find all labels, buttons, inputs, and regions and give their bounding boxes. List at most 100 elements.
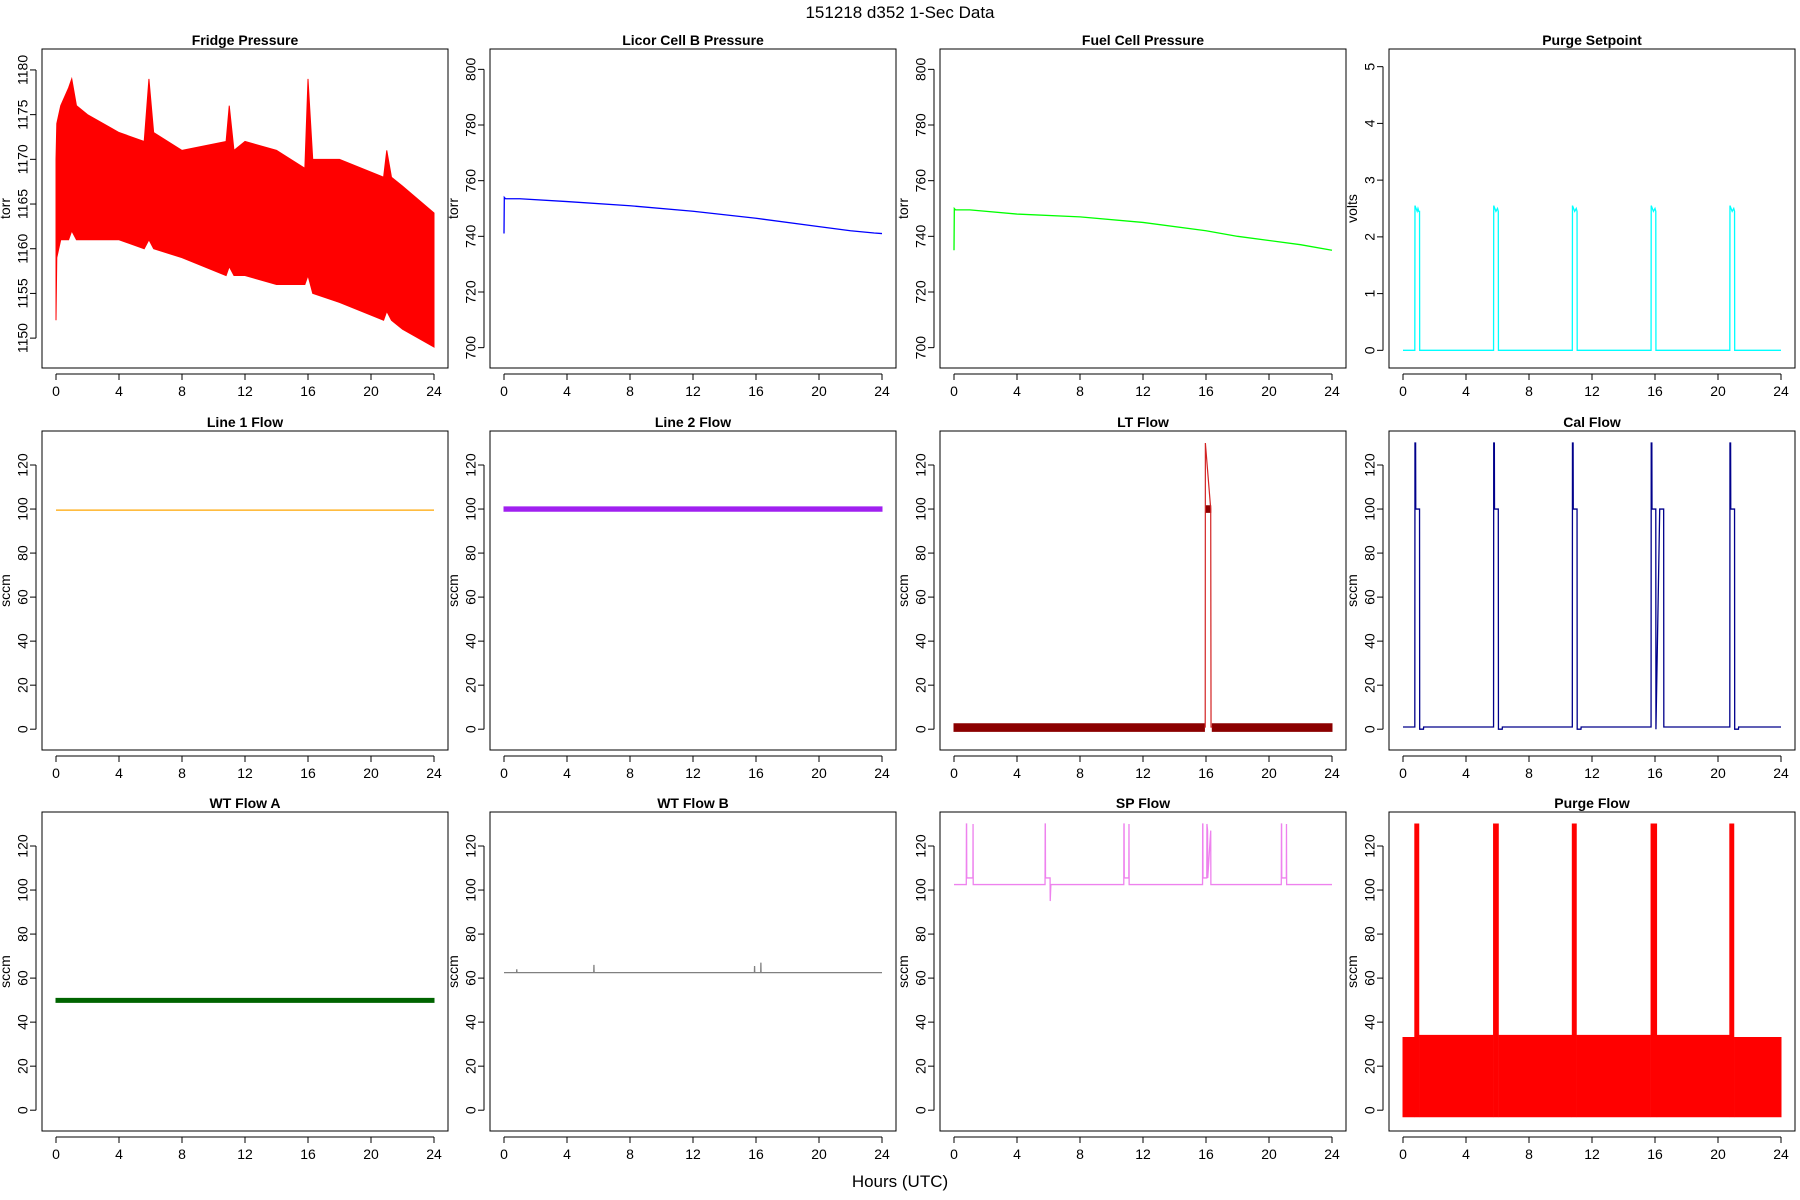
y-tick-label: 40: [1362, 633, 1378, 649]
series-band: [503, 506, 883, 512]
plot-frame: [489, 430, 897, 751]
panel-title: SP Flow: [1116, 795, 1170, 811]
x-tick-label: 8: [626, 1146, 634, 1162]
y-tick-label: 0: [1362, 346, 1378, 354]
x-tick-label: 24: [426, 1146, 442, 1162]
y-tick-label: 80: [913, 545, 929, 561]
panel-title: Line 1 Flow: [207, 414, 283, 430]
series-line: [954, 823, 1332, 902]
y-axis-label: sccm: [895, 574, 911, 607]
y-tick-label: 40: [15, 633, 31, 649]
x-tick-label: 0: [950, 383, 958, 399]
y-tick-label: 120: [1362, 834, 1378, 858]
x-tick-label: 4: [115, 1146, 123, 1162]
x-tick-label: 0: [52, 383, 60, 399]
series-group: [1402, 823, 1782, 1118]
plot-frame: [939, 48, 1347, 369]
series-line: [504, 962, 882, 974]
y-tick-label: 20: [1362, 677, 1378, 693]
y-tick-label: 720: [913, 280, 929, 304]
panel-title: Purge Setpoint: [1542, 32, 1642, 48]
series-line: [1403, 442, 1781, 730]
x-tick-label: 12: [685, 383, 701, 399]
plot-frame: [1388, 811, 1796, 1132]
x-tick-label: 4: [1013, 765, 1021, 781]
y-tick-label: 20: [463, 1058, 479, 1074]
x-tick-label: 4: [1462, 1146, 1470, 1162]
spike-line: [1204, 442, 1213, 728]
y-tick-label: 120: [463, 834, 479, 858]
y-axis-label: sccm: [895, 955, 911, 988]
x-tick-label: 24: [874, 1146, 890, 1162]
x-tick-label: 24: [426, 383, 442, 399]
y-tick-label: 120: [913, 453, 929, 477]
y-tick-label: 20: [15, 1058, 31, 1074]
x-tick-label: 16: [1647, 765, 1663, 781]
y-tick-label: 40: [913, 633, 929, 649]
series-band: [55, 76, 435, 348]
panel-title: Fridge Pressure: [192, 32, 299, 48]
y-tick-label: 60: [463, 589, 479, 605]
x-tick-label: 16: [300, 383, 316, 399]
x-tick-label: 16: [748, 383, 764, 399]
y-axis-label: torr: [445, 198, 461, 219]
y-tick-label: 40: [913, 1014, 929, 1030]
x-tick-label: 8: [1076, 765, 1084, 781]
y-tick-label: 780: [913, 113, 929, 137]
series-band: [1734, 1037, 1782, 1118]
series-band: [953, 723, 1205, 732]
y-tick-label: 80: [1362, 926, 1378, 942]
series-band: [1571, 823, 1577, 1118]
series-group: [1403, 205, 1781, 351]
x-tick-label: 0: [500, 383, 508, 399]
y-tick-label: 80: [1362, 545, 1378, 561]
x-tick-label: 12: [1135, 765, 1151, 781]
y-tick-label: 120: [15, 453, 31, 477]
x-tick-label: 8: [1525, 1146, 1533, 1162]
series-band: [55, 997, 435, 1003]
y-tick-label: 60: [1362, 589, 1378, 605]
x-tick-label: 12: [237, 765, 253, 781]
y-tick-label: 740: [913, 224, 929, 248]
x-tick-label: 24: [1773, 765, 1789, 781]
x-tick-label: 4: [115, 765, 123, 781]
plot-frame: [1388, 430, 1796, 751]
y-tick-label: 740: [463, 224, 479, 248]
x-tick-label: 20: [1710, 765, 1726, 781]
series-group: [953, 206, 1333, 251]
plot-frame: [939, 811, 1347, 1132]
x-tick-label: 8: [626, 765, 634, 781]
x-tick-label: 24: [874, 765, 890, 781]
x-tick-label: 20: [811, 383, 827, 399]
x-tick-label: 0: [1399, 383, 1407, 399]
y-tick-label: 1160: [15, 233, 31, 263]
x-tick-label: 4: [1013, 1146, 1021, 1162]
y-tick-label: 1170: [15, 144, 31, 174]
y-tick-label: 80: [913, 926, 929, 942]
y-tick-label: 80: [463, 926, 479, 942]
x-tick-label: 0: [52, 765, 60, 781]
x-tick-label: 8: [178, 765, 186, 781]
y-tick-label: 100: [463, 497, 479, 521]
x-tick-label: 24: [1773, 1146, 1789, 1162]
x-tick-label: 0: [950, 765, 958, 781]
chart-panel: Line 2 Flow sccm 0 4 8 12 16 20 24 0 20 40 60 80 100 12…: [445, 414, 897, 781]
y-tick-label: 3: [1362, 176, 1378, 184]
y-tick-label: 20: [913, 677, 929, 693]
y-tick-label: 100: [913, 878, 929, 902]
x-tick-label: 24: [874, 383, 890, 399]
x-tick-label: 4: [563, 765, 571, 781]
y-tick-label: 1: [1362, 289, 1378, 297]
x-tick-label: 4: [115, 383, 123, 399]
y-tick-label: 800: [463, 57, 479, 81]
x-tick-label: 0: [1399, 765, 1407, 781]
panel-title: WT Flow B: [657, 795, 729, 811]
chart-panel: SP Flow sccm 0 4 8 12 16 20 24 0 20 40 60 80 100 120: [895, 795, 1347, 1162]
x-tick-label: 24: [426, 765, 442, 781]
x-tick-label: 8: [1076, 1146, 1084, 1162]
chart-panel: LT Flow sccm 0 4 8 12 16 20 24 0 20 40 60 80 100 120: [895, 414, 1347, 781]
x-tick-label: 8: [1525, 383, 1533, 399]
y-tick-label: 20: [1362, 1058, 1378, 1074]
